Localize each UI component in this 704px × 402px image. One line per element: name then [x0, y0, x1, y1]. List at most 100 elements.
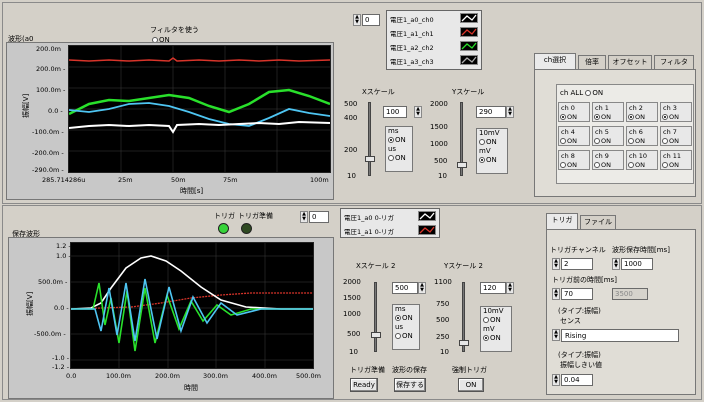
xscale-slider-track[interactable] — [368, 102, 371, 176]
channel-on-toggle[interactable]: ON — [560, 137, 577, 145]
unit-radio[interactable]: ON — [393, 314, 419, 323]
ch-all-toggle[interactable]: ch ALL ON — [560, 89, 603, 97]
bottom-xtick: 500.0m — [296, 372, 321, 380]
bottom-xtick: 100.0m — [106, 372, 131, 380]
channel-cell[interactable]: ch 7 ON — [660, 126, 692, 146]
channel-cell[interactable]: ch 8 ON — [558, 150, 590, 170]
xscale2-spinner[interactable]: ▲ ▼ — [418, 282, 426, 294]
unit-label: mV — [483, 325, 495, 333]
bottom-index-spinner[interactable]: ▲ ▼ — [300, 211, 308, 223]
unit-radio[interactable]: ON — [477, 138, 507, 147]
top-xtick: 50m — [171, 176, 186, 184]
threshold-input[interactable]: 0.04 — [561, 374, 593, 386]
channel-on-toggle[interactable]: ON — [628, 113, 645, 121]
channel-on-toggle[interactable]: ON — [662, 137, 679, 145]
unit-radio[interactable]: ON — [481, 334, 511, 343]
channel-cell[interactable]: ch 3 ON — [660, 102, 692, 122]
yscale-spinner[interactable]: ▲ ▼ — [506, 106, 514, 118]
xscale-tick: 400 — [344, 114, 358, 122]
sense-spinner[interactable]: ▲ ▼ — [552, 329, 560, 341]
xscale-spinner[interactable]: ▲ ▼ — [414, 106, 422, 118]
yscale2-value[interactable]: 120 — [480, 282, 506, 294]
trigger-channel-spinner[interactable]: ▲ ▼ — [552, 258, 560, 270]
channel-cell[interactable]: ch 4 ON — [558, 126, 590, 146]
legend-item[interactable]: 電圧1_a0 0-リガ — [341, 209, 439, 223]
radio-text: ON — [669, 161, 679, 169]
unit-radio[interactable]: ON — [393, 332, 419, 341]
trigger-panel — [546, 229, 696, 395]
xscale2-slider-track[interactable] — [374, 282, 377, 352]
tab-trigger[interactable]: トリガ — [546, 213, 578, 229]
save-waveform-button[interactable]: 保存する — [394, 378, 426, 392]
trigger-led — [218, 223, 229, 234]
channel-on-toggle[interactable]: ON — [594, 137, 611, 145]
save-time-input[interactable]: 1000 — [621, 258, 653, 270]
yscale2-tick: 1100 — [434, 278, 452, 286]
trigger-channel-input[interactable]: 2 — [561, 258, 593, 270]
channel-cell[interactable]: ch 9 ON — [592, 150, 624, 170]
yscale-slider-thumb[interactable] — [457, 162, 467, 168]
radio-text: ON — [669, 113, 679, 121]
top-ytick: 200.0m — [36, 45, 61, 53]
channel-cell[interactable]: ch 1 ON — [592, 102, 624, 122]
channel-on-toggle[interactable]: ON — [628, 137, 645, 145]
radio-text: ON — [395, 154, 406, 162]
tab-filter[interactable]: フィルタ — [654, 55, 694, 69]
xscale-value[interactable]: 100 — [383, 106, 407, 118]
channel-on-toggle[interactable]: ON — [560, 161, 577, 169]
channel-cell[interactable]: ch 10 ON — [626, 150, 658, 170]
top-index-input[interactable]: 0 — [362, 14, 380, 26]
channel-cell[interactable]: ch 2 ON — [626, 102, 658, 122]
yscale2-spinner[interactable]: ▲ ▼ — [506, 282, 514, 294]
unit-radio[interactable]: ON — [477, 156, 507, 165]
yscale2-slider-track[interactable] — [462, 282, 465, 352]
threshold-spinner[interactable]: ▲ ▼ — [552, 374, 560, 386]
force-trigger-button[interactable]: ON — [458, 378, 484, 392]
legend-item[interactable]: 電圧1_a1_ch1 — [387, 25, 481, 39]
sense-label: センス — [560, 317, 581, 325]
channel-on-toggle[interactable]: ON — [594, 161, 611, 169]
top-waveform-plot[interactable] — [68, 45, 331, 173]
pre-trigger-spinner[interactable]: ▲ ▼ — [552, 288, 560, 300]
channel-on-toggle[interactable]: ON — [628, 161, 645, 169]
sense-select[interactable]: Rising — [561, 329, 679, 342]
tab-file[interactable]: ファイル — [580, 215, 616, 229]
channel-on-toggle[interactable]: ON — [662, 113, 679, 121]
channel-cell[interactable]: ch 6 ON — [626, 126, 658, 146]
tab-scale[interactable]: 倍率 — [578, 55, 606, 69]
top-index-spinner[interactable]: ▲ ▼ — [353, 14, 361, 26]
ready-button[interactable]: Ready — [350, 378, 378, 392]
unit-radio[interactable]: ON — [386, 136, 412, 145]
xscale-slider-thumb[interactable] — [365, 156, 375, 162]
legend-item[interactable]: 電圧1_a3_ch3 — [387, 53, 481, 67]
yscale2-unit-box: 10mV ON mV ON — [480, 306, 512, 352]
xscale-unit-box: ms ON us ON — [385, 126, 413, 172]
xscale2-value[interactable]: 500 — [392, 282, 418, 294]
bottom-index-input[interactable]: 0 — [309, 211, 329, 223]
unit-radio[interactable]: ON — [481, 316, 511, 325]
tab-ch-select[interactable]: ch選択 — [534, 53, 576, 69]
channel-cell[interactable]: ch 5 ON — [592, 126, 624, 146]
channel-on-toggle[interactable]: ON — [594, 113, 611, 121]
yscale-slider-track[interactable] — [460, 102, 463, 176]
channel-cell[interactable]: ch 0 ON — [558, 102, 590, 122]
bottom-waveform-plot[interactable] — [70, 242, 314, 369]
channel-name: ch 10 — [629, 152, 648, 160]
channel-on-toggle[interactable]: ON — [662, 161, 679, 169]
top-xlabel: 時間[s] — [180, 187, 204, 195]
yscale2-slider-thumb[interactable] — [459, 340, 469, 346]
save-time-spinner[interactable]: ▲ ▼ — [612, 258, 620, 270]
tab-offset[interactable]: オフセット — [608, 55, 652, 69]
pre-trigger-input[interactable]: 70 — [561, 288, 593, 300]
unit-radio[interactable]: ON — [386, 154, 412, 163]
unit-label: us — [388, 145, 397, 153]
yscale-value[interactable]: 290 — [476, 106, 506, 118]
channel-cell[interactable]: ch 11 ON — [660, 150, 692, 170]
legend-item[interactable]: 電圧1_a1 0-リガ — [341, 223, 439, 237]
xscale2-slider-thumb[interactable] — [371, 332, 381, 338]
legend-item[interactable]: 電圧1_a0_ch0 — [387, 11, 481, 25]
legend-name: 電圧1_a1 0-リガ — [344, 228, 395, 236]
channel-on-toggle[interactable]: ON — [560, 113, 577, 121]
legend-name: 電圧1_a2_ch2 — [390, 44, 434, 52]
legend-item[interactable]: 電圧1_a2_ch2 — [387, 39, 481, 53]
